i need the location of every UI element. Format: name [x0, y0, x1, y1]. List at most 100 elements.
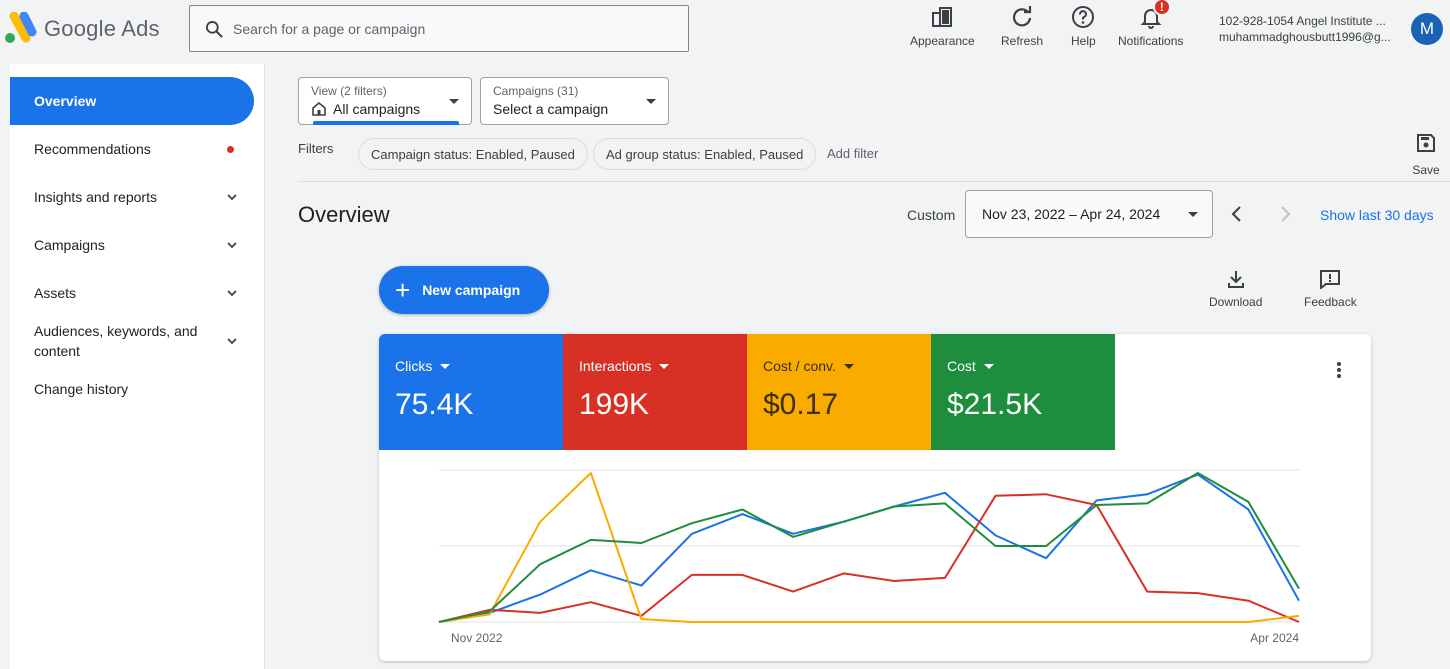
caret-down-icon	[646, 99, 656, 104]
chart-series-line-cost	[438, 472, 1300, 623]
appearance-button[interactable]: Appearance	[910, 4, 975, 54]
sidebar-item-recommendations[interactable]: Recommendations	[10, 125, 254, 173]
view-picker[interactable]: View (2 filters) All campaigns	[298, 77, 472, 125]
add-filter-button[interactable]: Add filter	[827, 146, 879, 161]
sidebar-item-label: Assets	[34, 285, 77, 301]
caret-down-icon	[449, 99, 459, 104]
save-button[interactable]: Save	[1410, 132, 1442, 177]
recommendations-dot	[227, 146, 234, 153]
sidebar-item-campaigns[interactable]: Campaigns	[10, 221, 254, 269]
refresh-button[interactable]: Refresh	[1001, 4, 1043, 54]
x-axis-label-start: Nov 2022	[451, 631, 503, 645]
campaign-picker-caption: Campaigns (31)	[493, 84, 579, 98]
view-picker-caption: View (2 filters)	[311, 84, 387, 98]
download-label: Download	[1209, 295, 1263, 309]
metric-cost[interactable]: Cost $21.5K	[931, 334, 1115, 450]
campaign-picker[interactable]: Campaigns (31) Select a campaign	[480, 77, 669, 125]
search-input[interactable]	[233, 20, 673, 37]
help-icon	[1072, 6, 1095, 28]
save-icon	[1417, 134, 1435, 152]
sidebar-edge	[0, 64, 10, 669]
filter-chip-ad-group-status[interactable]: Ad group status: Enabled, Paused	[593, 138, 817, 170]
account-email: muhammadghousbutt1996@g...	[1219, 30, 1391, 44]
chart-gridlines	[439, 469, 1299, 623]
caret-down-icon	[843, 363, 854, 369]
caret-down-icon	[440, 363, 451, 369]
chevron-down-icon	[227, 290, 237, 297]
chevron-down-icon	[227, 242, 237, 249]
new-campaign-button[interactable]: + New campaign	[379, 266, 549, 314]
feedback-label: Feedback	[1304, 295, 1357, 309]
metric-name: Clicks	[395, 358, 433, 374]
metric-clicks[interactable]: Clicks 75.4K	[379, 334, 563, 450]
date-range-picker[interactable]: Nov 23, 2022 – Apr 24, 2024	[965, 190, 1213, 238]
download-icon	[1227, 271, 1244, 288]
feedback-button[interactable]: Feedback	[1304, 269, 1357, 309]
filter-chip-campaign-status[interactable]: Campaign status: Enabled, Paused	[358, 138, 588, 170]
sidebar-item-label: Change history	[34, 381, 129, 397]
notification-badge: !	[1152, 0, 1171, 16]
performance-card: Clicks 75.4K Interactions 199K Cost / co…	[379, 334, 1371, 661]
metric-cost-per-conv[interactable]: Cost / conv. $0.17	[747, 334, 931, 450]
main-content: View (2 filters) All campaigns Campaigns…	[265, 64, 1450, 669]
chevron-left-icon[interactable]	[1227, 204, 1247, 224]
account-info[interactable]: 102-928-1054 Angel Institute ... muhamma…	[1219, 13, 1399, 45]
chart-series-line-cost-conv-	[438, 472, 1300, 623]
google-ads-logo[interactable]: Google Ads	[2, 12, 160, 46]
filters-divider	[298, 181, 1450, 182]
appearance-icon	[932, 7, 953, 27]
top-bar: Google Ads Appearance Refresh	[0, 0, 1450, 64]
sidebar-item-label: Recommendations	[34, 141, 151, 157]
sidebar-item-audiences[interactable]: Audiences, keywords, and content	[10, 317, 254, 365]
page-title: Overview	[298, 202, 390, 227]
app-name: Google Ads	[44, 16, 160, 41]
metric-name: Cost	[947, 358, 976, 374]
sidebar-item-assets[interactable]: Assets	[10, 269, 254, 317]
caret-down-icon	[1188, 212, 1198, 217]
metric-value: $0.17	[763, 388, 839, 421]
view-picker-underline	[313, 121, 459, 125]
account-id: 102-928-1054 Angel Institute ...	[1219, 14, 1386, 28]
sidebar: Overview Recommendations Insights and re…	[0, 64, 265, 669]
metric-value: $21.5K	[947, 388, 1043, 421]
plus-icon: +	[395, 275, 411, 305]
date-range-value: Nov 23, 2022 – Apr 24, 2024	[982, 206, 1161, 222]
feedback-icon	[1320, 270, 1341, 289]
metric-name: Interactions	[579, 358, 652, 374]
caret-down-icon	[983, 363, 994, 369]
search-box[interactable]	[189, 5, 689, 52]
metric-value: 199K	[579, 388, 650, 421]
notifications-button[interactable]: ! Notifications	[1118, 0, 1184, 54]
chevron-down-icon	[227, 194, 237, 201]
performance-chart: Nov 2022 Apr 2024	[438, 469, 1300, 645]
x-axis-label-end: Apr 2024	[1250, 631, 1299, 645]
more-options-icon[interactable]	[1329, 360, 1349, 380]
chart-series	[438, 472, 1300, 623]
google-ads-logo-icon	[5, 12, 37, 43]
new-campaign-label: New campaign	[422, 282, 521, 298]
download-button[interactable]: Download	[1209, 269, 1262, 309]
filters-label: Filters	[298, 141, 334, 156]
sidebar-item-label: Overview	[34, 93, 97, 109]
sidebar-item-overview[interactable]: Overview	[10, 77, 254, 125]
chevron-right-icon[interactable]	[1275, 204, 1295, 224]
home-icon	[312, 101, 326, 116]
sidebar-item-label: Audiences, keywords, and content	[34, 323, 198, 359]
caret-down-icon	[659, 363, 670, 369]
help-label: Help	[1071, 34, 1096, 48]
search-icon	[206, 20, 223, 37]
metric-interactions[interactable]: Interactions 199K	[563, 334, 747, 450]
notifications-label: Notifications	[1118, 34, 1184, 48]
avatar[interactable]: M	[1411, 13, 1443, 45]
sidebar-item-label: Campaigns	[34, 237, 105, 253]
show-last-30-days-link[interactable]: Show last 30 days	[1320, 207, 1434, 223]
help-button[interactable]: Help	[1071, 4, 1096, 54]
sidebar-item-change-history[interactable]: Change history	[10, 365, 254, 413]
sidebar-item-insights[interactable]: Insights and reports	[10, 173, 254, 221]
campaign-picker-value: Select a campaign	[493, 101, 609, 117]
chart-series-line-clicks	[438, 473, 1300, 623]
metric-value: 75.4K	[395, 388, 474, 421]
save-label: Save	[1412, 163, 1440, 177]
sidebar-item-label: Insights and reports	[34, 189, 157, 205]
appearance-label: Appearance	[910, 34, 975, 48]
